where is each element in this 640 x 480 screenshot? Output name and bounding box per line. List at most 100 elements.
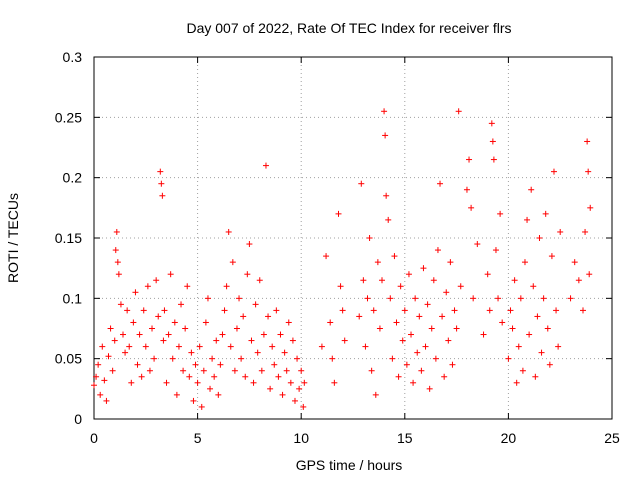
data-point [337, 283, 344, 290]
data-point [534, 313, 541, 320]
data-point [443, 289, 450, 296]
data-point [528, 186, 535, 193]
data-point [451, 307, 458, 314]
y-tick-label: 0.1 [63, 290, 83, 306]
x-tick-label: 25 [604, 430, 620, 446]
data-point [122, 349, 129, 356]
data-point [287, 379, 294, 386]
data-point [526, 331, 533, 338]
data-point [486, 307, 493, 314]
data-point [416, 313, 423, 320]
data-point [463, 186, 470, 193]
data-point [430, 277, 437, 284]
data-point [579, 307, 586, 314]
y-tick-label: 0.2 [63, 170, 83, 186]
y-tick-label: 0.3 [63, 49, 83, 65]
data-point [233, 325, 240, 332]
data-point [358, 180, 365, 187]
data-point [582, 228, 589, 235]
data-point [283, 367, 290, 374]
data-point [567, 295, 574, 302]
data-point [445, 337, 452, 344]
data-point [511, 277, 518, 284]
data-point [91, 382, 97, 389]
data-point [213, 337, 220, 344]
data-point [256, 277, 263, 284]
data-point [111, 337, 118, 344]
data-point [153, 277, 160, 284]
data-point [115, 271, 122, 278]
data-point [376, 325, 383, 332]
data-point [236, 295, 243, 302]
data-point [196, 343, 203, 350]
data-point [519, 367, 526, 374]
data-point [93, 373, 100, 380]
data-point [587, 204, 594, 211]
data-point [112, 247, 119, 254]
data-point [372, 391, 379, 398]
data-point [399, 337, 406, 344]
data-point [488, 120, 495, 127]
data-point [254, 349, 261, 356]
data-point [381, 108, 388, 115]
data-point [215, 391, 222, 398]
y-tick-label: 0.05 [55, 351, 82, 367]
data-point [182, 325, 189, 332]
data-point [327, 319, 334, 326]
data-point [356, 313, 363, 320]
data-point [130, 319, 137, 326]
data-point [515, 343, 522, 350]
data-point [571, 259, 578, 266]
data-point [408, 331, 415, 338]
data-point [202, 319, 209, 326]
data-points [91, 108, 594, 410]
y-tick-label: 0.25 [55, 109, 82, 125]
data-point [204, 295, 211, 302]
data-point [117, 301, 124, 308]
data-point [242, 373, 249, 380]
data-point [267, 385, 274, 392]
data-point [207, 385, 214, 392]
data-point [136, 331, 143, 338]
data-point [538, 349, 545, 356]
data-point [339, 307, 346, 314]
data-point [318, 343, 325, 350]
data-point [107, 325, 114, 332]
data-point [229, 259, 236, 266]
data-point [149, 325, 156, 332]
data-point [97, 391, 104, 398]
data-point [271, 361, 278, 368]
data-point [246, 241, 253, 248]
data-point [103, 397, 110, 404]
data-point [194, 379, 201, 386]
data-point [124, 307, 131, 314]
data-point [198, 403, 205, 410]
x-axis-title: GPS time / hours [296, 457, 403, 473]
data-point [524, 216, 531, 223]
data-point [188, 349, 195, 356]
data-point [192, 361, 199, 368]
data-point [426, 385, 433, 392]
data-point [424, 301, 431, 308]
data-point [434, 247, 441, 254]
data-point [126, 343, 133, 350]
data-point [453, 325, 460, 332]
data-point [171, 319, 178, 326]
data-point [410, 379, 417, 386]
data-point [544, 325, 551, 332]
data-point [530, 283, 537, 290]
data-point [457, 283, 464, 290]
data-point [391, 253, 398, 260]
data-point [385, 216, 392, 223]
data-point [113, 228, 120, 235]
data-point [223, 283, 230, 290]
data-point [109, 367, 116, 374]
data-point [536, 235, 543, 241]
data-point [532, 373, 539, 380]
data-point [134, 361, 141, 368]
data-point [248, 337, 255, 344]
data-point [403, 361, 410, 368]
data-point [175, 343, 182, 350]
data-point [542, 210, 549, 217]
data-point [169, 355, 176, 362]
